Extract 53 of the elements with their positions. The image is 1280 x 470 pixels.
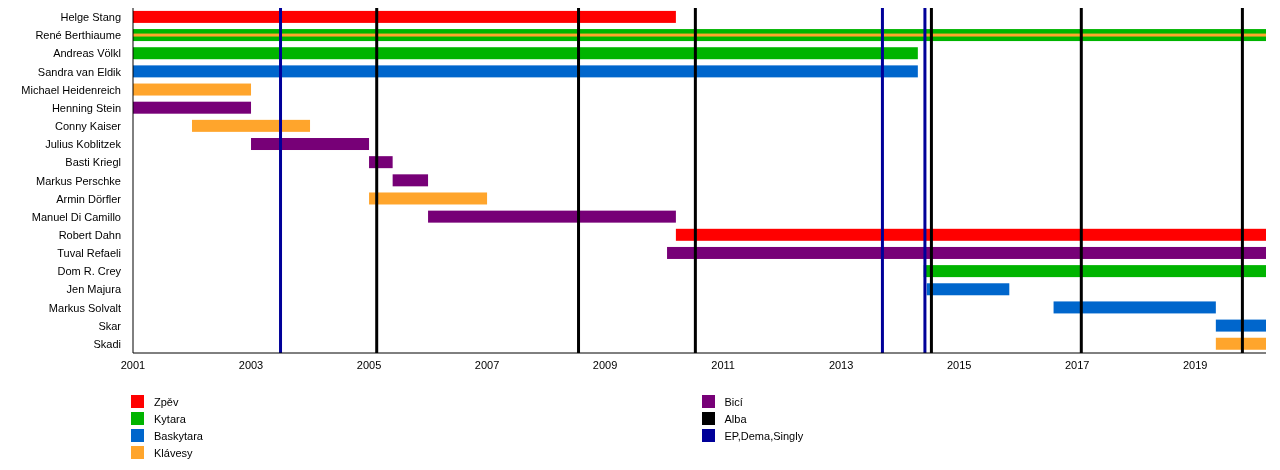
bar <box>1053 301 1216 314</box>
legend-label: Bicí <box>724 395 743 408</box>
y-tick-label: Skar <box>98 319 122 332</box>
y-tick-label: Henning Stein <box>51 101 121 114</box>
y-tick-label: Robert Dahn <box>58 228 121 241</box>
y-tick-label: Dom R. Crey <box>57 265 122 278</box>
y-tick-label: Markus Solvalt <box>48 301 121 314</box>
bar <box>133 65 918 78</box>
bar <box>133 47 918 60</box>
y-tick-label: Conny Kaiser <box>54 120 122 133</box>
x-tick-label: 2009 <box>592 358 618 371</box>
x-tick-label: 2013 <box>828 358 854 371</box>
x-tick-label: 2011 <box>711 358 735 371</box>
y-tick-label: Basti Kriegl <box>65 156 121 169</box>
x-tick-label: 2005 <box>356 358 382 371</box>
bar <box>133 83 252 96</box>
bar <box>926 283 1010 296</box>
y-tick-label: Jen Majura <box>66 283 122 296</box>
bar <box>192 119 311 132</box>
bar <box>1215 319 1266 332</box>
y-tick-label: Michael Heidenreich <box>21 83 121 96</box>
bar <box>392 174 429 187</box>
legend-label: Alba <box>724 412 747 425</box>
x-tick-label: 2017 <box>1064 358 1090 371</box>
y-tick-label: Skadi <box>93 337 121 350</box>
bar <box>675 228 1266 241</box>
y-tick-label: Julius Koblitzek <box>45 138 122 151</box>
legend-label: EP,Dema,Singly <box>724 429 804 442</box>
x-tick-label: 2001 <box>120 358 146 371</box>
bar <box>369 192 488 205</box>
bar <box>133 101 252 114</box>
legend-label: Baskytara <box>154 429 203 442</box>
y-tick-label: René Berthiaume <box>35 29 121 42</box>
y-tick-label: Andreas Völkl <box>53 47 121 60</box>
y-tick-label: Sandra van Eldik <box>37 65 122 78</box>
x-tick-label: 2019 <box>1182 358 1208 371</box>
y-tick-label: Manuel Di Camillo <box>31 210 121 223</box>
bar <box>133 10 676 23</box>
x-tick-label: 2015 <box>946 358 972 371</box>
x-tick-label: 2007 <box>474 358 500 371</box>
bar <box>923 265 1266 278</box>
y-tick-label: Markus Perschke <box>36 174 121 187</box>
legend-label: Klávesy <box>154 446 193 459</box>
bar <box>251 138 370 151</box>
bar <box>428 210 676 223</box>
y-tick-label: Armin Dörfler <box>56 192 122 205</box>
x-tick-label: 2003 <box>238 358 264 371</box>
y-tick-label: Tuval Refaeli <box>57 247 121 260</box>
legend-label: Zpěv <box>154 395 179 408</box>
bar <box>1215 337 1266 350</box>
bar <box>667 246 1266 259</box>
y-tick-label: Helge Stang <box>60 11 121 24</box>
legend-label: Kytara <box>154 412 186 425</box>
